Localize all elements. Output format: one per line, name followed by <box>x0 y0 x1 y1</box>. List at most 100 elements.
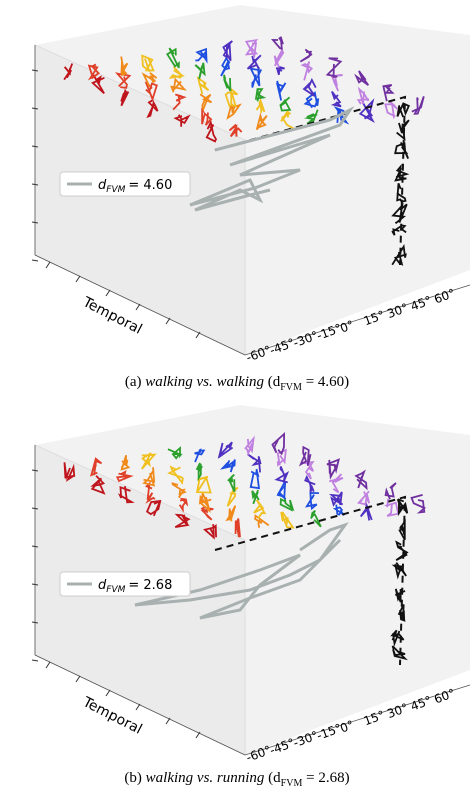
axis-tick <box>31 221 39 224</box>
pose <box>224 87 239 108</box>
pose <box>228 123 243 138</box>
pose <box>391 224 407 236</box>
pose <box>357 490 371 506</box>
caption-text: walking vs. running <box>145 770 265 786</box>
pose <box>255 98 266 113</box>
caption-metric: = 4.60) <box>301 374 350 390</box>
figure-b: dFVM = 2.68 Temporal -60° -45° -30° -15° 0° 15° 3… <box>0 400 474 772</box>
pose <box>219 459 236 473</box>
pose <box>141 54 155 74</box>
pose <box>279 96 292 112</box>
legend-symbol: d <box>98 178 107 193</box>
axis-tick <box>31 145 39 148</box>
pose <box>90 457 103 477</box>
pose <box>354 469 368 491</box>
pose <box>270 36 284 50</box>
legend-box <box>59 571 191 597</box>
pose <box>115 470 134 483</box>
pose <box>117 485 135 504</box>
legend-value: = 2.68 <box>128 578 172 593</box>
legend-symbol: d <box>98 578 107 593</box>
pose <box>170 77 187 93</box>
pose <box>168 66 185 79</box>
caption-a: (a) walking vs. walking (dFVM = 4.60) <box>0 374 474 393</box>
caption-label: (b) <box>124 770 142 786</box>
pose <box>227 473 236 493</box>
pose <box>384 482 397 500</box>
pose <box>249 468 260 490</box>
x-tick-label: 30° <box>385 301 410 321</box>
pose <box>273 49 285 68</box>
pose <box>394 141 409 159</box>
pose <box>255 112 268 131</box>
caption-metric: = 2.68) <box>302 770 350 786</box>
alignment-dash <box>214 495 407 666</box>
legend-text: dFVM = 4.60 <box>98 178 172 195</box>
axis-tick <box>75 275 81 283</box>
axis-tick <box>165 317 171 325</box>
x-tick-label: 0° <box>338 718 356 736</box>
axis-tick <box>135 303 141 311</box>
pose <box>244 38 259 59</box>
pose <box>304 474 316 493</box>
axis-tick <box>75 675 81 683</box>
pose <box>166 47 180 69</box>
axis-tick <box>165 717 171 725</box>
axis-tick <box>31 259 39 262</box>
pose <box>300 61 314 81</box>
pose <box>396 102 411 118</box>
pose <box>63 63 74 81</box>
x-tick-label: 45° <box>409 693 434 713</box>
pose <box>329 473 344 494</box>
pose <box>203 523 217 540</box>
pose <box>174 513 191 528</box>
pose <box>226 103 242 120</box>
pose <box>396 498 409 517</box>
pose <box>254 514 270 528</box>
pose <box>384 99 398 120</box>
pose <box>145 481 156 504</box>
pose <box>226 486 239 507</box>
pose <box>384 498 400 517</box>
axis-tick <box>31 183 39 186</box>
caption-label: (a) <box>124 374 142 390</box>
pose <box>120 56 129 77</box>
pose <box>194 448 206 463</box>
warping-path <box>189 106 355 212</box>
pose <box>396 119 410 141</box>
pose <box>251 489 260 505</box>
pose <box>205 119 217 143</box>
pose <box>222 40 233 62</box>
pose <box>167 465 184 485</box>
x-tick-label: 60° <box>432 286 457 306</box>
pose <box>225 505 237 522</box>
axis-tick <box>31 583 39 586</box>
axis-tick <box>195 731 201 739</box>
pose <box>247 453 262 473</box>
axis-tick <box>195 331 201 339</box>
axis-tick <box>31 545 39 548</box>
pose <box>91 74 105 95</box>
pose <box>201 107 213 126</box>
x-tick-label: 30° <box>385 701 410 721</box>
pose <box>146 99 159 119</box>
pose <box>271 431 286 456</box>
pose <box>395 540 409 562</box>
axis-tick <box>135 703 141 711</box>
pose <box>275 80 287 101</box>
pose <box>358 98 375 123</box>
pose <box>410 493 427 514</box>
axis-tick <box>45 661 51 669</box>
box-edge <box>34 254 246 356</box>
axis-tick <box>31 621 39 624</box>
pose <box>328 491 344 507</box>
legend-text: dFVM = 2.68 <box>98 578 172 595</box>
pose <box>330 90 342 108</box>
pose <box>171 482 187 499</box>
pose <box>391 645 408 661</box>
pose <box>298 445 312 467</box>
pose <box>274 466 290 484</box>
pose <box>199 93 213 112</box>
pose <box>195 47 208 64</box>
